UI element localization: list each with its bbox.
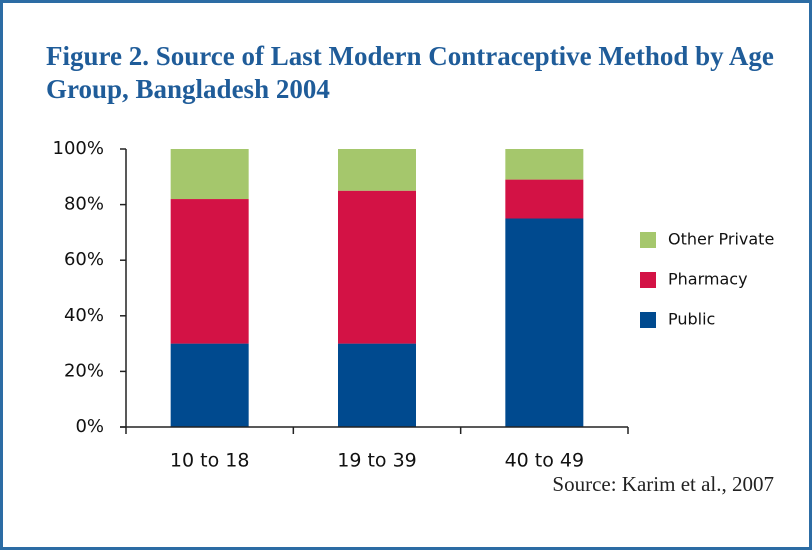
bar-segment (170, 199, 249, 344)
bar-segment (505, 179, 584, 219)
legend-label: Public (668, 310, 715, 329)
legend-swatch (640, 232, 656, 248)
y-tick-label: 40% (64, 305, 104, 326)
bar-segment (505, 218, 584, 427)
x-tick-label: 40 to 49 (505, 450, 585, 472)
x-tick-label: 19 to 39 (337, 450, 417, 472)
y-tick-label: 80% (64, 194, 104, 215)
y-tick-label: 0% (75, 416, 104, 437)
bar-segment (338, 190, 416, 344)
legend-label: Pharmacy (668, 270, 748, 289)
bar-segment (170, 343, 249, 427)
bar-segment (338, 343, 416, 427)
chart-title: Figure 2. Source of Last Modern Contrace… (46, 41, 774, 104)
y-tick-label: 60% (64, 249, 104, 270)
bar-segment (338, 149, 416, 191)
legend-swatch (640, 272, 656, 288)
y-tick-label: 100% (53, 138, 104, 159)
legend-label: Other Private (668, 230, 774, 249)
source-note: Source: Karim et al., 2007 (552, 472, 774, 496)
y-tick-label: 20% (64, 360, 104, 381)
bar-segment (170, 149, 249, 200)
legend-swatch (640, 312, 656, 328)
bar-segment (505, 149, 584, 180)
x-tick-label: 10 to 18 (170, 450, 250, 472)
